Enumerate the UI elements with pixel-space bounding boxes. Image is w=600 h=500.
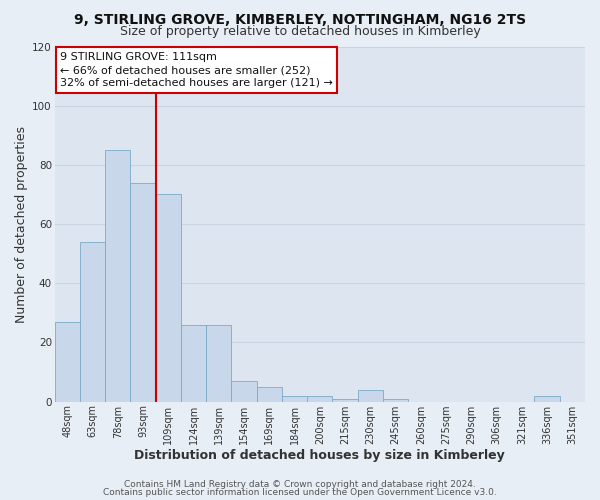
Bar [535, 396, 560, 402]
Text: Contains HM Land Registry data © Crown copyright and database right 2024.: Contains HM Land Registry data © Crown c… [124, 480, 476, 489]
Bar [55, 322, 80, 402]
Bar [80, 242, 105, 402]
Bar [181, 324, 206, 402]
Text: 9 STIRLING GROVE: 111sqm
← 66% of detached houses are smaller (252)
32% of semi-: 9 STIRLING GROVE: 111sqm ← 66% of detach… [60, 52, 333, 88]
Bar [105, 150, 130, 402]
Text: Contains public sector information licensed under the Open Government Licence v3: Contains public sector information licen… [103, 488, 497, 497]
Y-axis label: Number of detached properties: Number of detached properties [15, 126, 28, 322]
Bar [282, 396, 307, 402]
Text: 9, STIRLING GROVE, KIMBERLEY, NOTTINGHAM, NG16 2TS: 9, STIRLING GROVE, KIMBERLEY, NOTTINGHAM… [74, 12, 526, 26]
X-axis label: Distribution of detached houses by size in Kimberley: Distribution of detached houses by size … [134, 450, 505, 462]
Bar [232, 381, 257, 402]
Text: Size of property relative to detached houses in Kimberley: Size of property relative to detached ho… [119, 25, 481, 38]
Bar [358, 390, 383, 402]
Bar [383, 398, 408, 402]
Bar [206, 324, 232, 402]
Bar [257, 387, 282, 402]
Bar [332, 398, 358, 402]
Bar [156, 194, 181, 402]
Bar [130, 182, 156, 402]
Bar [307, 396, 332, 402]
